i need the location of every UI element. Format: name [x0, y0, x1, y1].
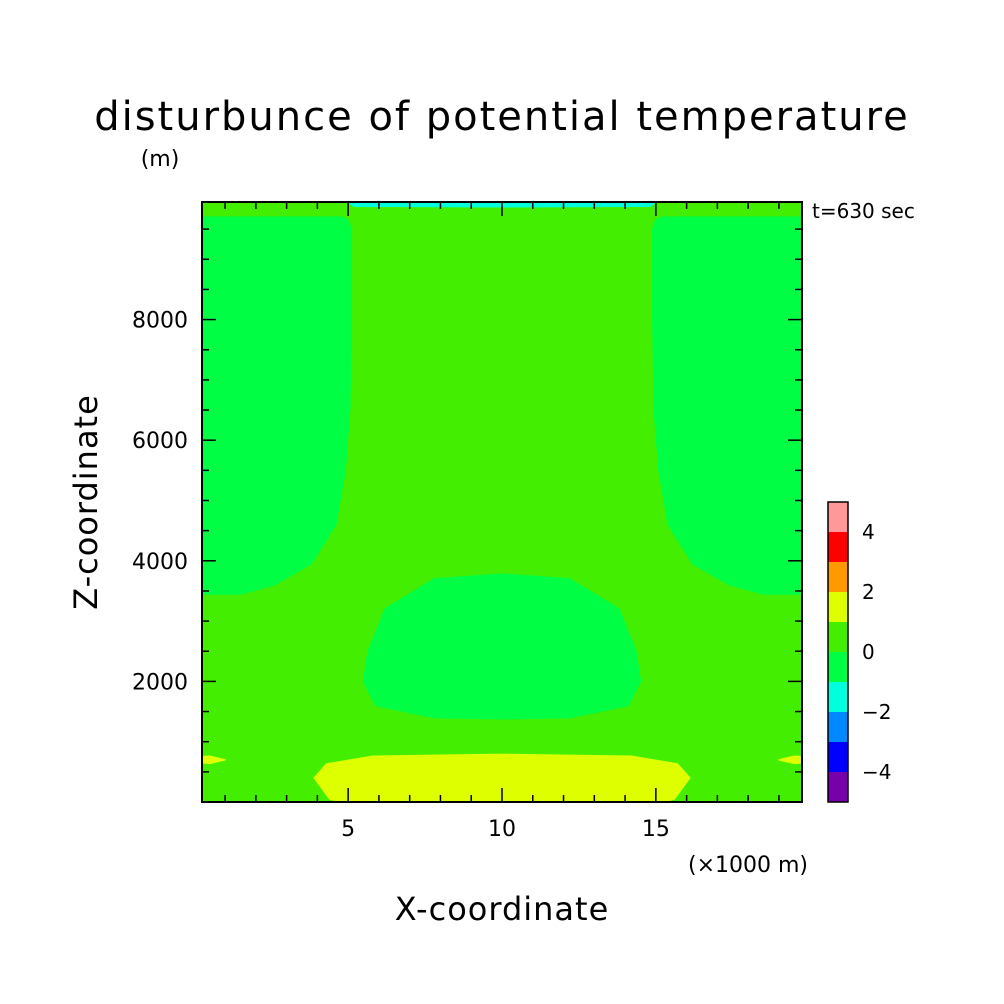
x-axis-title: X-coordinate — [395, 890, 610, 928]
y-tick-labels: 2000 4000 6000 8000 — [132, 309, 188, 696]
colorbar-swatch — [828, 622, 848, 652]
y-tick-label: 8000 — [132, 309, 188, 334]
colorbar-tick-label: 2 — [862, 580, 875, 604]
contour-region-right-upper-negative — [652, 216, 803, 595]
colorbar-swatch — [828, 652, 848, 682]
colorbar-swatch — [828, 532, 848, 562]
y-tick-label: 4000 — [132, 550, 188, 575]
contour-region-center-negative — [362, 573, 642, 720]
x-axis-unit: (×1000 m) — [688, 853, 808, 878]
x-tick-label: 5 — [341, 817, 355, 842]
colorbar-tick-label: −4 — [862, 760, 891, 784]
colorbar-swatch — [828, 712, 848, 742]
x-tick-label: 10 — [488, 817, 516, 842]
colorbar-swatch — [828, 772, 848, 802]
colorbar-swatch — [828, 682, 848, 712]
contour-regions — [201, 201, 803, 803]
plot-area — [201, 201, 803, 803]
y-tick-label: 6000 — [132, 429, 188, 454]
time-label: t=630 sec — [812, 199, 915, 223]
colorbar-swatch — [828, 502, 848, 532]
colorbar-swatch — [828, 592, 848, 622]
colorbar-swatch — [828, 562, 848, 592]
y-tick-label: 2000 — [132, 670, 188, 695]
colorbar-tick-label: −2 — [862, 700, 891, 724]
contour-region-left-upper-negative — [201, 216, 352, 595]
axis-ticks — [202, 202, 802, 802]
chart-title: disturbunce of potential temperature — [94, 94, 910, 140]
colorbar-swatch — [828, 742, 848, 772]
colorbar-tick-label: 0 — [862, 640, 875, 664]
colorbar-tick-label: 4 — [862, 520, 875, 544]
x-tick-labels: 5 10 15 — [341, 817, 670, 842]
y-axis-title: Z-coordinate — [67, 394, 105, 610]
x-tick-label: 15 — [642, 817, 670, 842]
colorbar-frame — [827, 501, 849, 803]
colorbar: 4 2 0 −2 −4 — [827, 501, 891, 803]
y-axis-unit: (m) — [141, 147, 180, 172]
